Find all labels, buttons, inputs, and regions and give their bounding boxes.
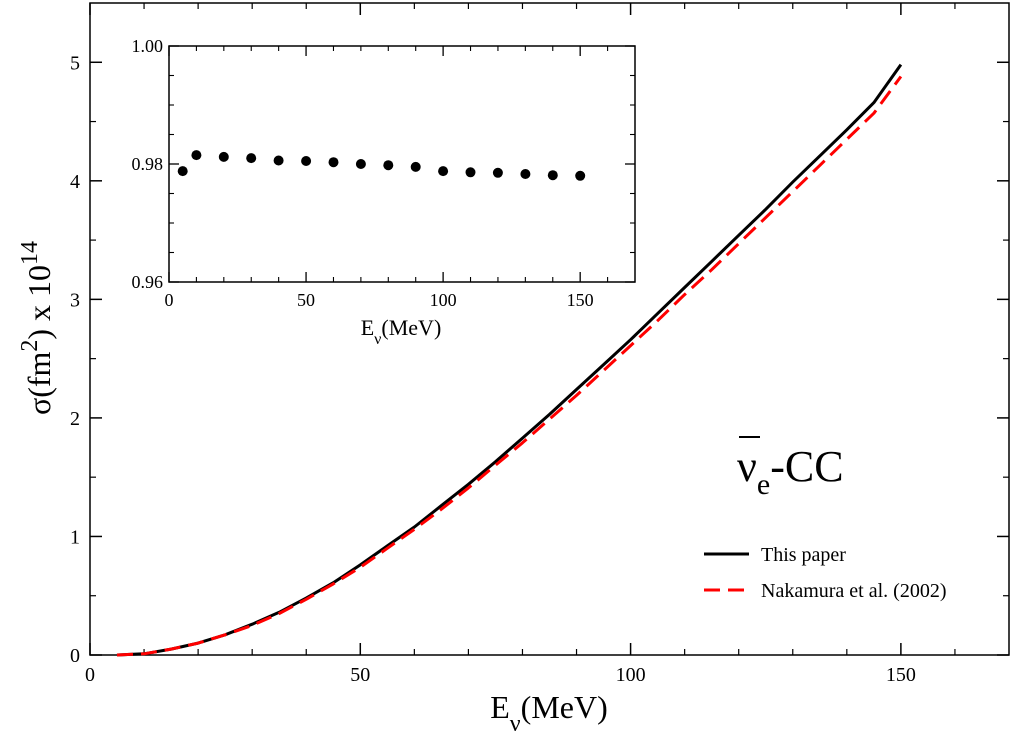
inset-data-point <box>218 151 229 162</box>
main-plot-frame <box>89 2 1010 656</box>
inset-data-point <box>547 170 558 181</box>
y-tick-label: 5 <box>70 52 80 74</box>
legend: This paper Nakamura et al. (2002) <box>704 544 946 602</box>
inset-data-point <box>410 161 421 172</box>
annotation-nu: ν <box>737 442 757 491</box>
legend-label-this-paper: This paper <box>761 544 846 566</box>
main-series-group <box>116 63 903 657</box>
inset-data-point <box>492 167 503 178</box>
inset-y-tick-label: 0.96 <box>132 272 164 292</box>
inset-data-point <box>273 155 284 166</box>
x-tick-label: 100 <box>616 664 646 686</box>
inset-data-point <box>177 166 188 177</box>
annotation-subscript: e <box>757 468 770 501</box>
inset-data-point <box>355 159 366 169</box>
main-axis-ticks: 0 50 100 150 0 1 2 3 4 5 <box>70 3 1009 686</box>
x-tick-label: 0 <box>85 664 95 686</box>
series-line-nakamura <box>116 75 903 657</box>
x-tick-label: 50 <box>350 664 370 686</box>
inset-data-point <box>383 160 394 171</box>
y-tick-label: 3 <box>70 289 80 311</box>
y-tick-label: 4 <box>70 171 80 193</box>
inset-data-point <box>246 153 257 164</box>
inset-data-point <box>465 167 476 178</box>
main-x-axis-title: Eν(MeV) <box>490 689 607 737</box>
x-tick-label: 150 <box>886 664 916 686</box>
inset-x-tick-label: 0 <box>165 290 174 310</box>
inset-points-group <box>177 150 586 181</box>
inset-plot-frame <box>168 45 636 283</box>
inset-x-axis-title: Eν(MeV) <box>361 315 442 348</box>
y-tick-label: 1 <box>70 526 80 548</box>
inset-data-point <box>575 170 586 181</box>
inset-x-tick-label: 100 <box>430 290 457 310</box>
inset-data-point <box>520 169 531 179</box>
inset-data-point <box>301 156 312 166</box>
inset-data-point <box>328 157 339 168</box>
y-tick-label: 2 <box>70 408 80 430</box>
inset-y-tick-label: 1.00 <box>132 36 164 56</box>
reaction-annotation: νe-CC <box>737 436 844 501</box>
inset-x-tick-label: 50 <box>297 290 315 310</box>
annotation-tail: -CC <box>770 442 843 491</box>
inset-data-point <box>191 150 202 161</box>
inset-background <box>169 46 635 282</box>
y-tick-label: 0 <box>70 645 80 667</box>
inset-x-tick-label: 150 <box>567 290 594 310</box>
legend-label-nakamura: Nakamura et al. (2002) <box>761 580 946 602</box>
inset-y-tick-label: 0.98 <box>132 154 164 174</box>
inset-data-point <box>438 166 449 177</box>
main-y-axis-title: σ(fm2) x 1014 <box>17 241 57 415</box>
svg-text:νe-CC: νe-CC <box>737 442 844 501</box>
inset-axis-ticks: 0 50 100 150 0.96 0.98 1.00 <box>132 36 635 310</box>
